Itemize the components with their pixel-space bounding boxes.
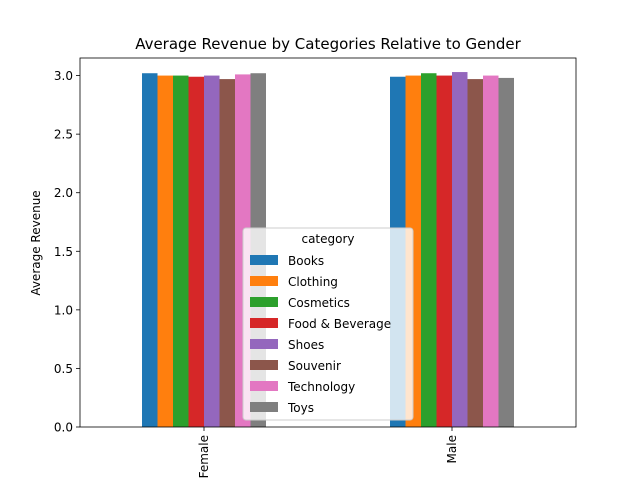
bar-food-beverage-female — [188, 76, 204, 427]
bar-souvenir-male — [467, 79, 483, 427]
bar-souvenir-female — [219, 79, 235, 427]
bar-shoes-male — [452, 72, 468, 428]
legend-title: category — [301, 232, 354, 246]
x-tick-label-male: Male — [445, 435, 459, 463]
y-tick-label: 2.0 — [54, 186, 73, 200]
bar-technology-male — [483, 75, 499, 428]
bar-books-female — [142, 73, 158, 427]
legend-label-shoes: Shoes — [288, 338, 324, 352]
legend-swatch-food-beverage — [250, 318, 278, 328]
y-tick-label: 1.0 — [54, 303, 73, 317]
legend-swatch-clothing — [250, 276, 278, 286]
legend-box — [242, 227, 414, 421]
y-tick-label: 2.5 — [54, 128, 73, 142]
bar-cosmetics-male — [421, 73, 437, 427]
y-tick-label: 0.0 — [54, 421, 73, 435]
legend-swatch-toys — [250, 402, 278, 412]
y-tick-label: 3.0 — [54, 69, 73, 83]
legend-swatch-souvenir — [250, 360, 278, 370]
y-tick-label: 1.5 — [54, 245, 73, 259]
legend-label-souvenir: Souvenir — [288, 359, 341, 373]
legend-label-cosmetics: Cosmetics — [288, 296, 350, 310]
bar-clothing-female — [157, 75, 173, 428]
legend-label-technology: Technology — [287, 380, 355, 394]
bar-toys-male — [498, 77, 514, 428]
legend-swatch-shoes — [250, 339, 278, 349]
legend-label-toys: Toys — [287, 401, 314, 415]
x-tick-label-female: Female — [197, 435, 211, 478]
plot-frame — [79, 57, 577, 428]
legend-swatch-cosmetics — [250, 297, 278, 307]
axes-group: 0.0 0.5 1.0 1.5 2.0 2.5 3.0 Female Male — [54, 57, 577, 478]
legend-label-books: Books — [288, 254, 324, 268]
y-axis-label: Average Revenue — [29, 190, 43, 295]
legend-label-food-beverage: Food & Beverage — [288, 317, 391, 331]
chart-title: Average Revenue by Categories Relative t… — [135, 35, 521, 53]
legend-swatch-books — [250, 255, 278, 265]
y-tick-label: 0.5 — [54, 362, 73, 376]
legend-swatch-technology — [250, 381, 278, 391]
legend: category Books Clothing Cosmetics Food & Bev… — [242, 227, 414, 421]
legend-label-clothing: Clothing — [288, 275, 338, 289]
bar-cosmetics-female — [173, 75, 189, 428]
bar-food-beverage-male — [436, 75, 452, 428]
bar-shoes-female — [204, 75, 220, 428]
